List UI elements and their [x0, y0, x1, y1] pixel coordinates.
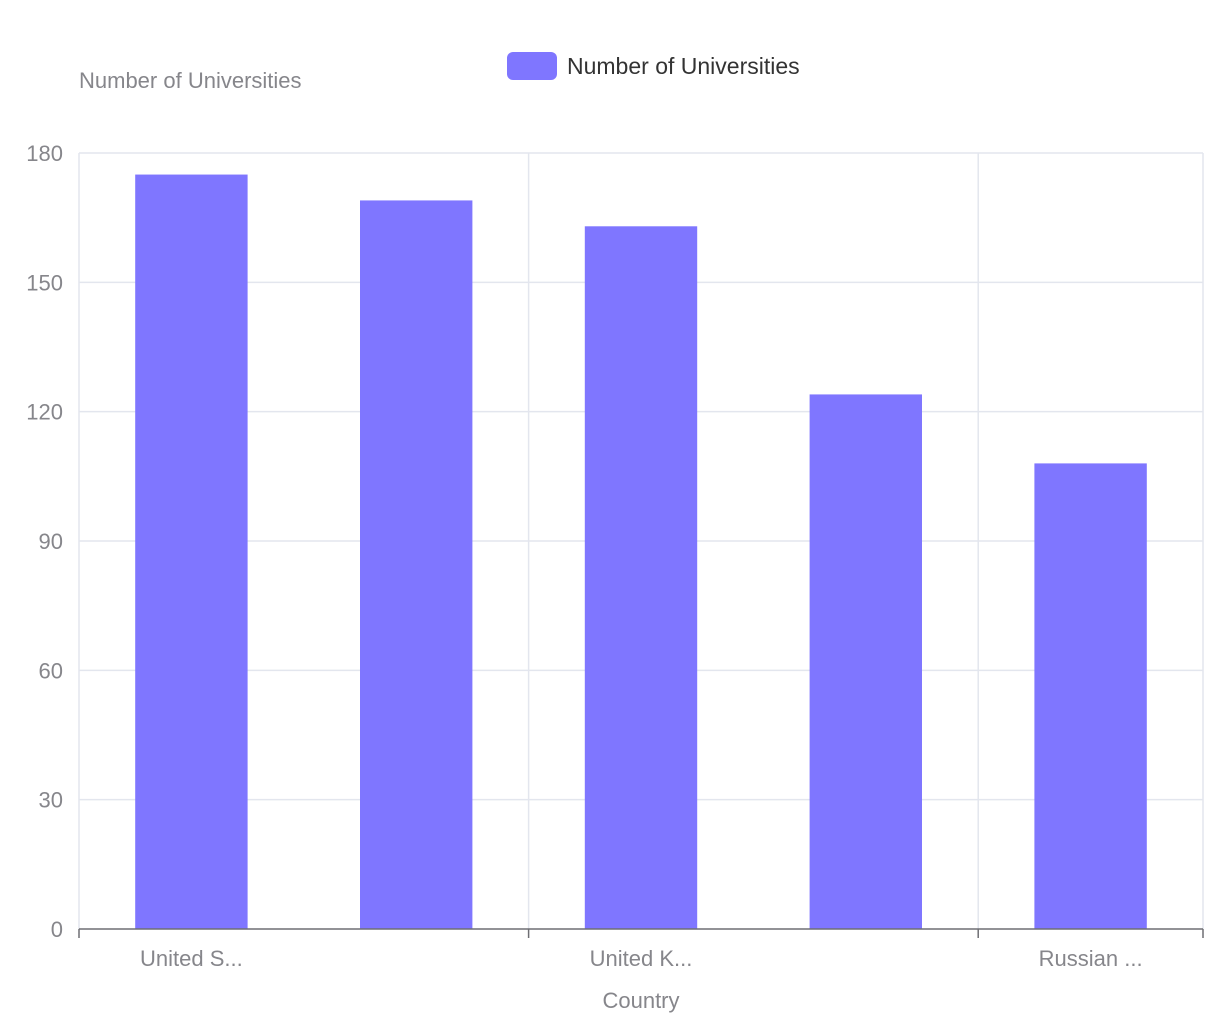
y-tick-label: 60 — [39, 658, 63, 683]
legend-swatch — [507, 52, 557, 80]
bar — [809, 394, 922, 929]
x-tick-label: United S... — [140, 946, 243, 971]
y-axis-title: Number of Universities — [79, 68, 302, 93]
legend-label: Number of Universities — [567, 52, 800, 79]
legend[interactable]: Number of Universities — [507, 52, 800, 80]
y-tick-label: 150 — [26, 270, 63, 295]
y-tick-label: 30 — [39, 788, 63, 813]
bar — [135, 174, 248, 930]
x-tick-label: Russian ... — [1039, 946, 1143, 971]
bar — [584, 226, 698, 930]
x-tick-label: United K... — [590, 946, 693, 971]
y-tick-label: 0 — [51, 917, 63, 942]
bar — [360, 200, 473, 929]
y-tick-label: 120 — [26, 400, 63, 425]
x-axis-title: Country — [602, 988, 680, 1013]
bar — [1034, 463, 1147, 929]
y-tick-label: 180 — [26, 141, 63, 166]
y-tick-label: 90 — [39, 529, 63, 554]
